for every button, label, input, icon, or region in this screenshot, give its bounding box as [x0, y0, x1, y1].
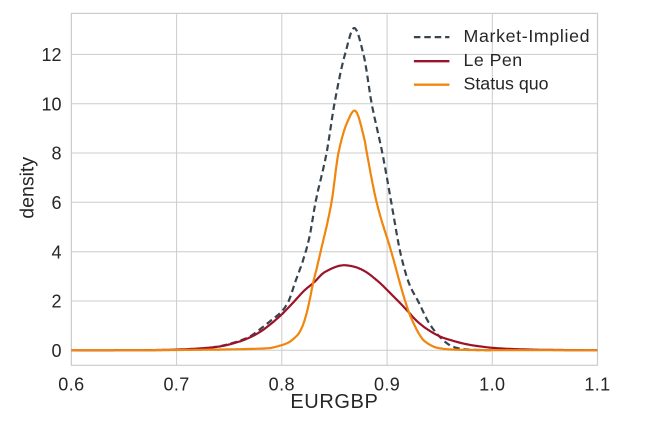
svg-text:6: 6 — [51, 193, 61, 213]
svg-text:EURGBP: EURGBP — [290, 391, 378, 413]
svg-text:2: 2 — [51, 292, 61, 312]
svg-text:0.8: 0.8 — [269, 374, 295, 394]
svg-text:0.7: 0.7 — [163, 374, 189, 394]
svg-text:Status quo: Status quo — [464, 74, 549, 94]
svg-text:12: 12 — [41, 45, 61, 65]
svg-text:1.1: 1.1 — [584, 374, 610, 394]
svg-text:0: 0 — [51, 341, 61, 361]
svg-text:8: 8 — [51, 144, 61, 164]
svg-text:1.0: 1.0 — [479, 374, 505, 394]
svg-text:density: density — [17, 157, 39, 219]
svg-text:Le Pen: Le Pen — [464, 50, 523, 70]
svg-text:10: 10 — [41, 94, 61, 114]
svg-text:4: 4 — [51, 242, 61, 262]
svg-text:0.9: 0.9 — [374, 374, 400, 394]
svg-text:0.6: 0.6 — [58, 374, 84, 394]
svg-text:Market-Implied: Market-Implied — [464, 26, 591, 46]
